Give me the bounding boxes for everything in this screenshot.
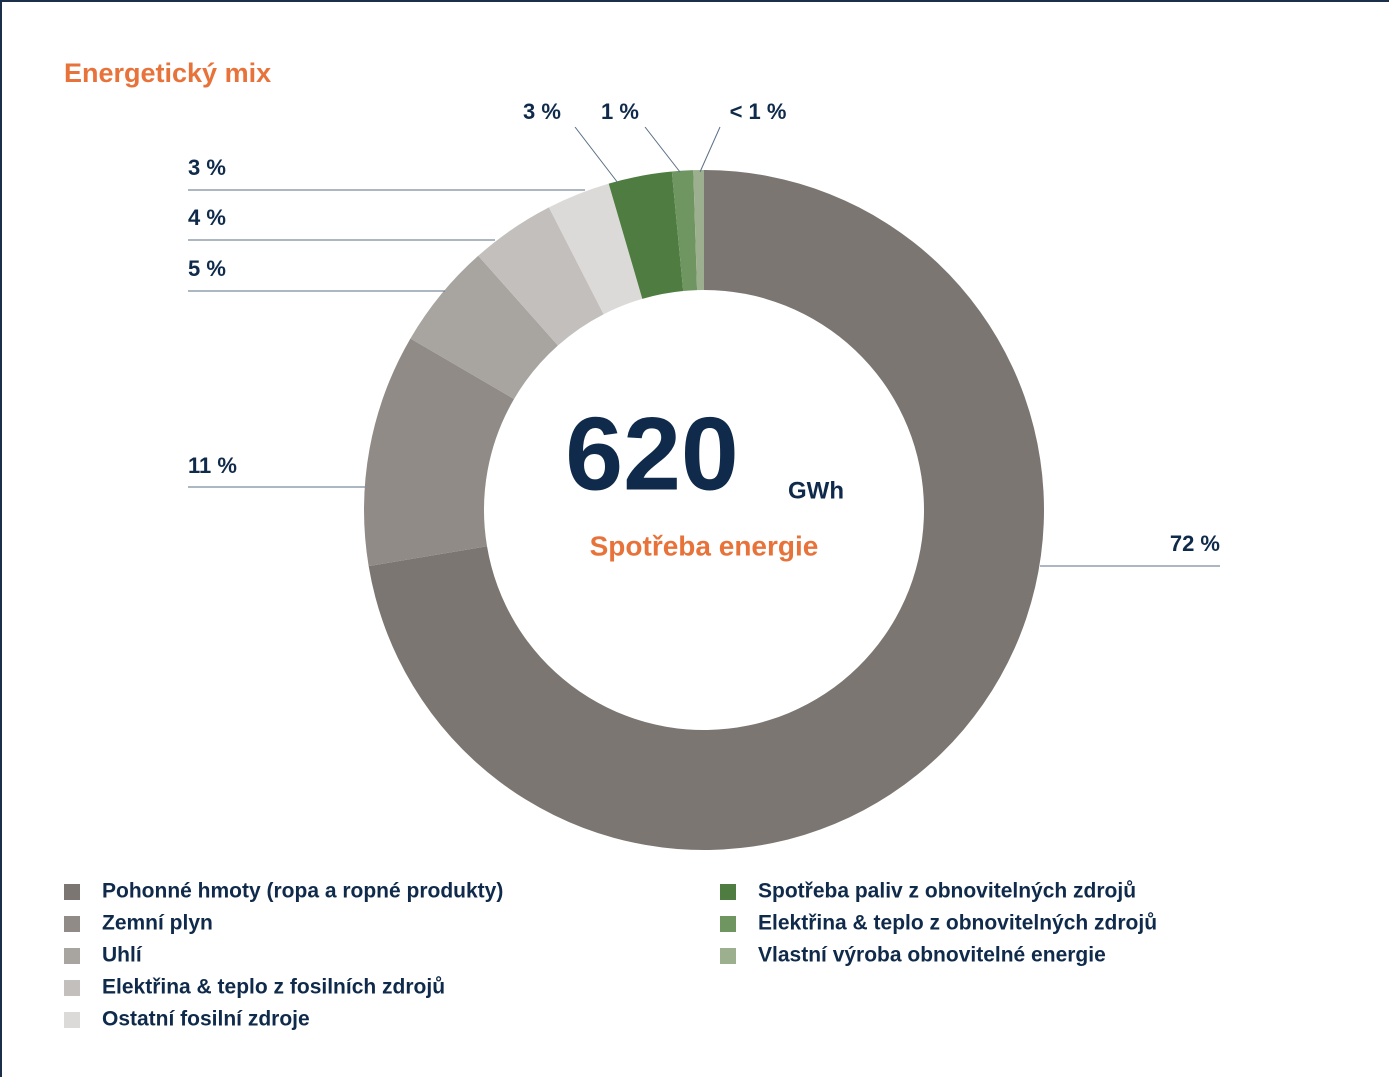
- center-label: Spotřeba energie: [590, 530, 819, 561]
- legend-label: Ostatní fosilní zdroje: [102, 1008, 310, 1031]
- value-label: 3 %: [523, 99, 561, 124]
- legend-label: Elektřina & teplo z obnovitelných zdrojů: [758, 912, 1157, 935]
- slice: [608, 171, 684, 299]
- legend-label: Vlastní výroba obnovitelné energie: [758, 944, 1106, 967]
- legend-swatch: [64, 948, 80, 964]
- slice: [478, 207, 604, 346]
- leader-line: [574, 126, 619, 184]
- legend-swatch: [64, 884, 80, 900]
- legend-swatch: [720, 916, 736, 932]
- center-unit: GWh: [788, 477, 844, 504]
- legend-swatch: [64, 916, 80, 932]
- value-label: 11 %: [188, 453, 237, 478]
- legend-swatch: [64, 980, 80, 996]
- slice: [410, 255, 558, 399]
- value-label: 3 %: [188, 155, 226, 180]
- legend-label: Zemní plyn: [102, 912, 213, 935]
- value-label: 72 %: [1170, 531, 1220, 556]
- value-label: 4 %: [188, 205, 226, 230]
- center-value: 620: [565, 396, 739, 512]
- leader-line: [644, 126, 681, 173]
- slice: [693, 170, 704, 291]
- value-label: < 1 %: [730, 99, 787, 124]
- slice: [671, 170, 698, 291]
- legend-label: Pohonné hmoty (ropa a ropné produkty): [102, 880, 503, 903]
- slice: [548, 183, 643, 315]
- value-label: 1 %: [601, 99, 639, 124]
- legend-label: Elektřina & teplo z fosilních zdrojů: [102, 976, 445, 999]
- legend-swatch: [64, 1012, 80, 1028]
- slice: [368, 170, 1045, 851]
- slice: [363, 338, 515, 567]
- legend-label: Uhlí: [102, 944, 143, 967]
- legend-swatch: [720, 884, 736, 900]
- leader-line: [699, 126, 721, 173]
- legend-swatch: [720, 948, 736, 964]
- legend-label: Spotřeba paliv z obnovitelných zdrojů: [758, 880, 1136, 903]
- value-label: 5 %: [188, 256, 226, 281]
- chart-title: Energetický mix: [64, 58, 271, 88]
